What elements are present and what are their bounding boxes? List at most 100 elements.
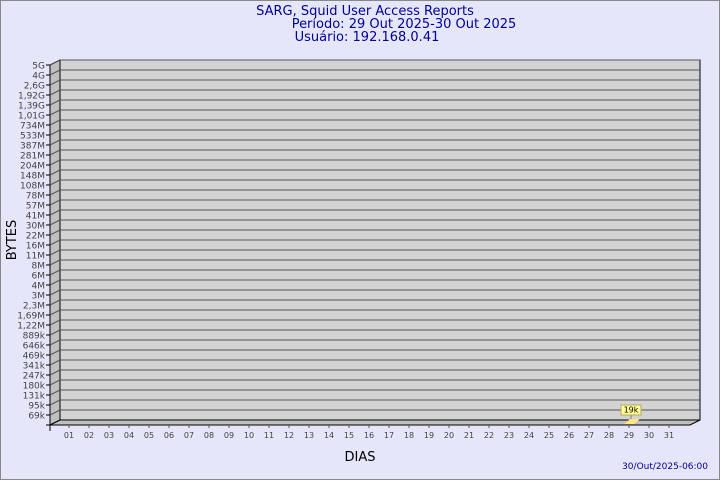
gridline-side — [49, 179, 61, 186]
x-tick-label: 05 — [144, 431, 154, 440]
chart-title: SARG, Squid User Access Reports — [256, 4, 474, 19]
y-tick-label: 341k — [23, 362, 46, 372]
gridline-side — [49, 159, 61, 166]
x-tick-label: 20 — [444, 431, 454, 440]
y-tick-label: 78M — [26, 192, 45, 202]
gridline-side — [49, 69, 61, 76]
x-tick-label: 27 — [584, 431, 594, 440]
y-tick-label: 95k — [28, 402, 45, 412]
x-tick-label: 02 — [84, 431, 94, 440]
x-axis-label: DIAS — [345, 450, 376, 465]
x-tick-label: 04 — [124, 431, 134, 440]
y-tick-label: 1,22M — [17, 322, 45, 332]
gridline-side — [49, 249, 61, 256]
y-tick-label: 387M — [20, 142, 45, 152]
y-tick-label: 5G — [32, 62, 45, 72]
x-tick-label: 21 — [464, 431, 474, 440]
y-tick-label: 41M — [26, 212, 45, 222]
gridline-side — [49, 359, 61, 366]
data-label: 19k — [624, 406, 639, 415]
y-tick-label: 3M — [32, 292, 46, 302]
gridline-side — [49, 99, 61, 106]
y-tick-label: 2,6G — [24, 82, 45, 92]
gridline-side — [49, 199, 61, 206]
x-tick-label: 26 — [564, 431, 574, 440]
bar-day-29 — [624, 419, 640, 424]
gridline-side — [49, 409, 61, 416]
x-tick-label: 08 — [204, 431, 214, 440]
gridline-side — [49, 369, 61, 376]
gridline-side — [49, 289, 61, 296]
y-tick-label: 4G — [32, 72, 45, 82]
y-tick-label: 281M — [20, 152, 45, 162]
x-tick-label: 06 — [164, 431, 174, 440]
y-tick-label: 734M — [20, 122, 45, 132]
footer-timestamp: 30/Out/2025-06:00 — [622, 462, 708, 472]
gridline-side — [49, 349, 61, 356]
gridline-side — [49, 259, 61, 266]
x-tick-label: 18 — [404, 431, 414, 440]
gridline-side — [49, 129, 61, 136]
gridline-side — [49, 189, 61, 196]
gridline-side — [49, 309, 61, 316]
y-tick-label: 469k — [23, 352, 46, 362]
gridline-side — [49, 209, 61, 216]
x-tick-label: 03 — [104, 431, 114, 440]
y-tick-label: 180k — [23, 382, 46, 392]
x-tick-label: 30 — [644, 431, 654, 440]
gridline-side — [49, 279, 61, 286]
y-tick-label: 108M — [20, 182, 45, 192]
gridline-side — [49, 329, 61, 336]
x-tick-label: 16 — [364, 431, 374, 440]
x-tick-label: 15 — [344, 431, 354, 440]
y-tick-label: 22M — [26, 232, 45, 242]
y-tick-label: 1,39G — [18, 102, 45, 112]
y-tick-label: 2,3M — [23, 302, 45, 312]
x-tick-label: 11 — [264, 431, 274, 440]
gridline-side — [49, 239, 61, 246]
y-tick-label: 57M — [26, 202, 45, 212]
gridline-side — [49, 229, 61, 236]
y-tick-label: 1,01G — [18, 112, 45, 122]
x-tick-label: 09 — [224, 431, 234, 440]
y-tick-label: 30M — [26, 222, 45, 232]
gridline-side — [49, 149, 61, 156]
y-tick-label: 204M — [20, 162, 45, 172]
y-tick-label: 889k — [23, 332, 46, 342]
x-tick-label: 01 — [64, 431, 74, 440]
y-tick-label: 247k — [23, 372, 46, 382]
y-tick-label: 6M — [32, 272, 46, 282]
y-tick-label: 16M — [26, 242, 45, 252]
chart-period: Período: 29 Out 2025-30 Out 2025 — [292, 17, 517, 32]
plot-floor — [49, 419, 701, 426]
gridline-side — [49, 399, 61, 406]
x-tick-label: 25 — [544, 431, 554, 440]
gridline-side — [49, 79, 61, 86]
gridline-side — [49, 89, 61, 96]
y-tick-label: 1,69M — [17, 312, 45, 322]
data-label-box — [620, 404, 642, 416]
x-tick-label: 23 — [504, 431, 514, 440]
x-tick-label: 29 — [624, 431, 634, 440]
y-tick-label: 131k — [23, 392, 46, 402]
y-tick-label: 8M — [32, 262, 46, 272]
x-tick-label: 07 — [184, 431, 194, 440]
x-tick-label: 12 — [284, 431, 294, 440]
y-tick-label: 69k — [28, 412, 45, 422]
gridline-side — [49, 119, 61, 126]
gridline-side — [49, 59, 61, 66]
x-tick-label: 14 — [324, 431, 334, 440]
gridline-side — [49, 109, 61, 116]
gridline-side — [49, 219, 61, 226]
gridline-side — [49, 319, 61, 326]
y-tick-label: 148M — [20, 172, 45, 182]
x-tick-label: 31 — [664, 431, 674, 440]
x-tick-label: 17 — [384, 431, 394, 440]
gridline-side — [49, 389, 61, 396]
x-tick-label: 28 — [604, 431, 614, 440]
y-tick-label: 533M — [20, 132, 45, 142]
gridline-side — [49, 339, 61, 346]
gridline-side — [49, 379, 61, 386]
gridline-side — [49, 139, 61, 146]
